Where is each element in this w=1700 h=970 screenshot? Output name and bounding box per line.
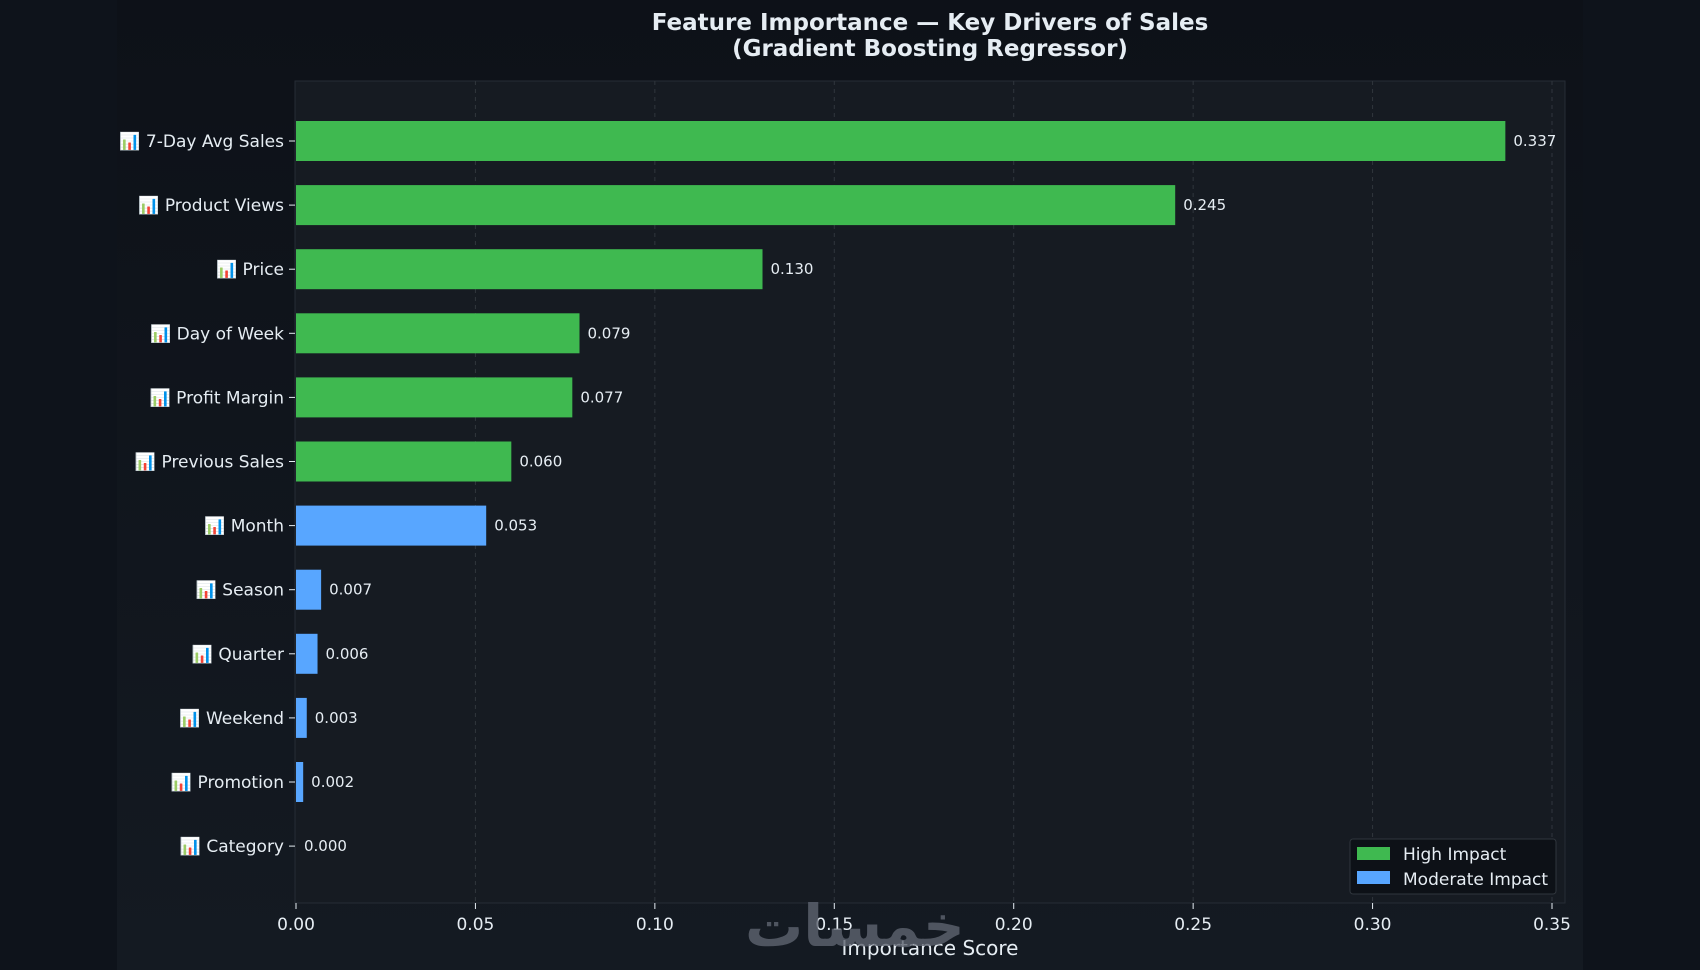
category-label: 📊 Month (204, 516, 284, 537)
category-label: 📊 Quarter (192, 644, 284, 665)
x-tick-label: 0.30 (1354, 915, 1392, 935)
legend-label-high: High Impact (1403, 845, 1507, 865)
value-labels: 0.337 0.245 0.130 0.079 0.077 0.060 0.053 0.007… (304, 132, 1556, 855)
bar (296, 697, 307, 738)
bar (296, 505, 487, 546)
category-label: 📊 Product Views (138, 195, 284, 216)
bar (296, 313, 580, 354)
x-tick-label: 0.15 (815, 915, 853, 935)
x-tick-label: 0.00 (277, 915, 315, 935)
category-label: 📊 Profit Margin (150, 387, 284, 408)
category-label: 📊 Promotion (171, 772, 284, 793)
right-margin (1583, 0, 1700, 970)
x-tick-label: 0.20 (995, 915, 1033, 935)
value-label: 0.000 (304, 837, 347, 855)
bar (296, 377, 573, 418)
category-label: 📊 Day of Week (150, 323, 284, 344)
value-label: 0.077 (580, 388, 623, 406)
legend-box (1349, 838, 1557, 895)
bar-series (296, 121, 1506, 802)
bar (296, 762, 304, 802)
bar (296, 249, 763, 290)
bar (296, 185, 1176, 226)
value-label: 0.079 (587, 324, 630, 342)
legend: High Impact Moderate Impact (1349, 838, 1557, 895)
value-label: 0.007 (329, 581, 372, 599)
category-label: 📊 Category (180, 836, 284, 857)
value-label: 0.130 (771, 260, 814, 278)
value-label: 0.245 (1183, 196, 1226, 214)
x-tick-label: 0.25 (1174, 915, 1212, 935)
left-margin (0, 0, 117, 970)
x-tick-label: 0.10 (636, 915, 674, 935)
legend-swatch-high (1357, 847, 1390, 860)
bar (296, 633, 318, 674)
bar (296, 441, 512, 482)
bar (296, 121, 1506, 161)
x-tick-label: 0.35 (1533, 915, 1571, 935)
value-label: 0.060 (519, 453, 562, 471)
category-label: 📊 7-Day Avg Sales (119, 131, 284, 152)
category-label: 📊 Season (196, 580, 284, 601)
bar (296, 569, 322, 610)
value-label: 0.002 (311, 773, 354, 791)
category-label: 📊 Price (216, 259, 284, 280)
legend-label-moderate: Moderate Impact (1403, 870, 1548, 890)
value-label: 0.337 (1513, 132, 1556, 150)
category-label: 📊 Weekend (179, 708, 284, 729)
value-label: 0.006 (326, 645, 369, 663)
category-label: 📊 Previous Sales (135, 452, 284, 473)
x-axis-label: Importance Score (842, 936, 1019, 960)
chart-title-line2: (Gradient Boosting Regressor) (732, 36, 1128, 62)
watermark: خمسات (745, 892, 965, 960)
legend-swatch-moderate (1357, 871, 1390, 884)
x-tick-label: 0.05 (456, 915, 494, 935)
chart-title-line1: Feature Importance — Key Drivers of Sale… (652, 10, 1209, 36)
value-label: 0.053 (494, 517, 537, 535)
y-axis-labels: 📊 7-Day Avg Sales 📊 Product Views 📊 Price 📊… (119, 131, 295, 857)
x-axis-ticks: 0.00 0.05 0.10 0.15 0.20 0.25 0.30 0.35 (277, 903, 1571, 935)
value-label: 0.003 (315, 709, 358, 727)
